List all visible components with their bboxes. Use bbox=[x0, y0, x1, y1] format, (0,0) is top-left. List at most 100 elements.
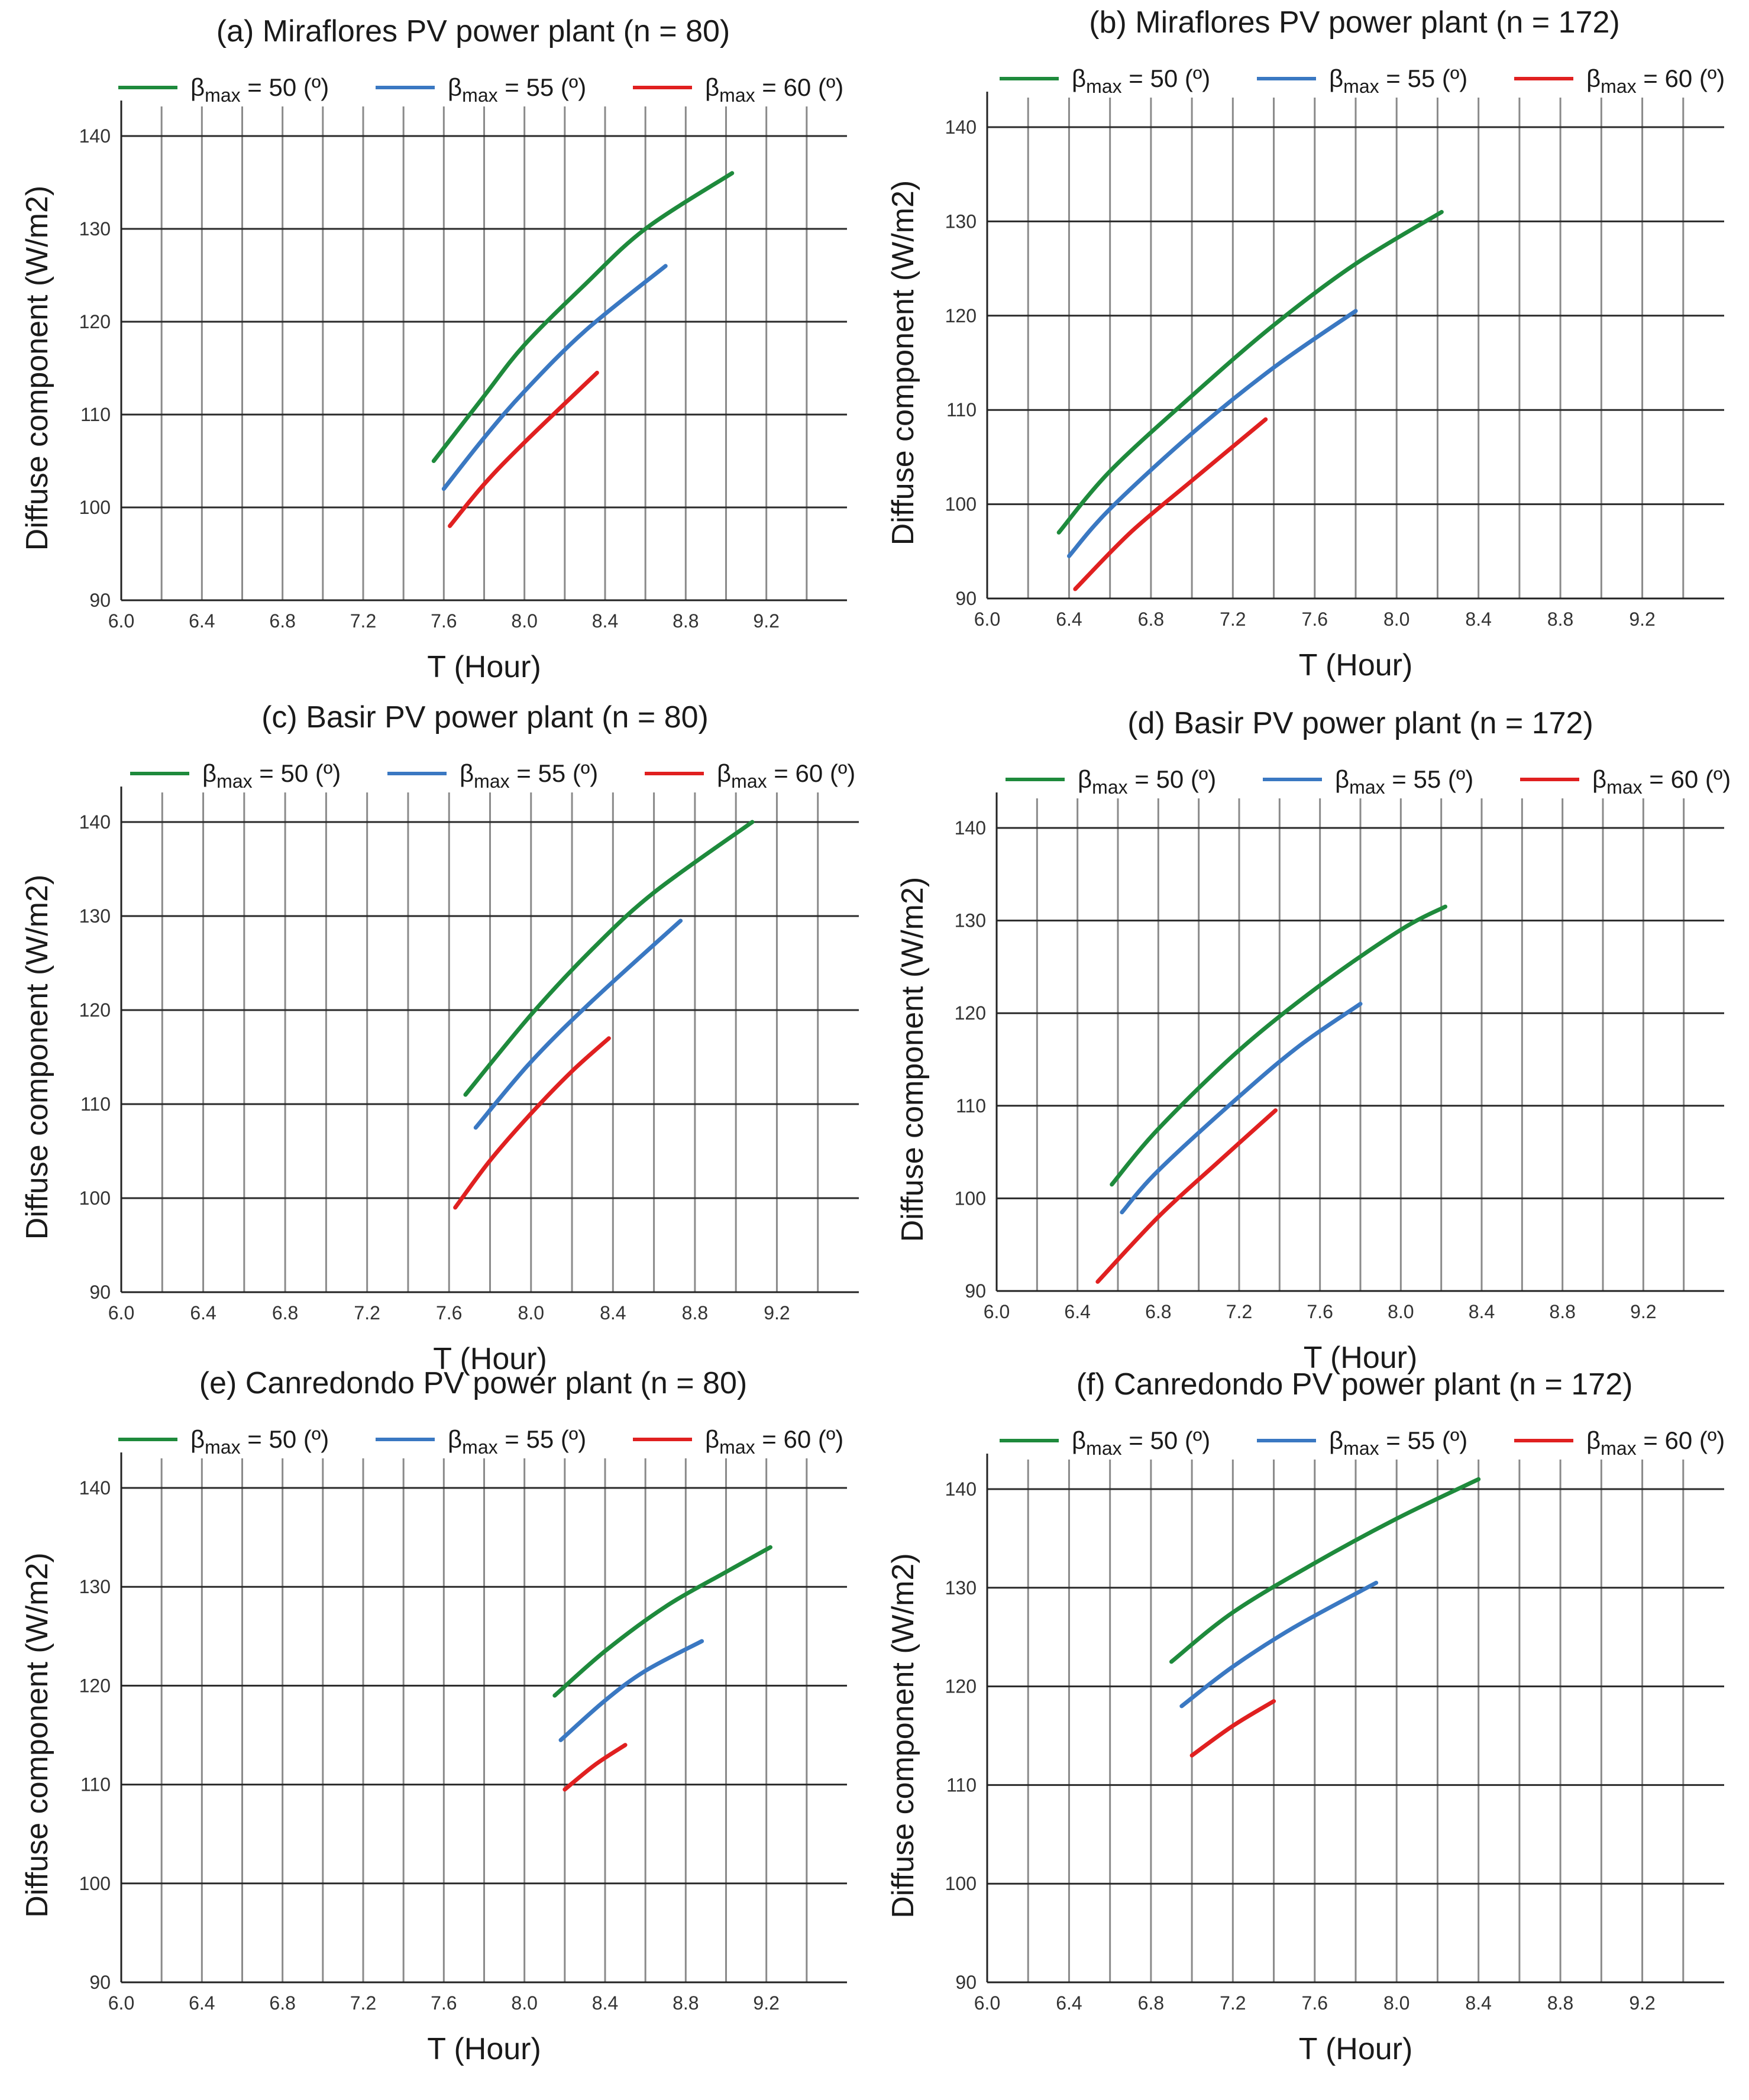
x-tick-label: 9.2 bbox=[764, 1302, 790, 1324]
y-axis-label: Diffuse component (W/m2) bbox=[20, 875, 54, 1240]
x-tick-label: 6.0 bbox=[108, 1992, 134, 2014]
x-tick-label: 8.8 bbox=[682, 1302, 708, 1324]
legend-entry: βmax = 55 (º) bbox=[1335, 765, 1473, 798]
x-tick-label: 6.8 bbox=[1145, 1301, 1171, 1322]
x-tick-label: 8.0 bbox=[1383, 609, 1409, 630]
x-tick-label: 8.0 bbox=[1383, 1992, 1409, 2014]
legend-entry: βmax = 50 (º) bbox=[190, 73, 329, 106]
x-tick-label: 8.0 bbox=[1388, 1301, 1414, 1322]
x-tick-label: 8.4 bbox=[592, 610, 618, 632]
x-tick-label: 8.0 bbox=[511, 1992, 537, 2014]
chart-title: (d) Basir PV power plant (n = 172) bbox=[1127, 706, 1593, 740]
legend-entry: βmax = 50 (º) bbox=[1078, 765, 1216, 798]
x-axis-label: T (Hour) bbox=[1304, 1341, 1418, 1375]
chart-panel-2: 6.0 6.4 6.8 7.2 7.6 8.0 8.4 8.8 9.2 90 100 110 120 13… bbox=[886, 5, 1725, 682]
chart-title: (e) Canredondo PV power plant (n = 80) bbox=[199, 1366, 747, 1400]
x-tick-label: 6.8 bbox=[1138, 1992, 1164, 2014]
x-axis-label: T (Hour) bbox=[427, 650, 541, 684]
y-tick-label: 90 bbox=[955, 588, 977, 609]
x-axis-label: T (Hour) bbox=[433, 1342, 547, 1376]
x-tick-label: 9.2 bbox=[1629, 609, 1655, 630]
y-tick-label: 90 bbox=[89, 1282, 111, 1303]
x-tick-label: 8.4 bbox=[592, 1992, 618, 2014]
series-line bbox=[1073, 417, 1268, 591]
x-tick-label: 7.2 bbox=[1226, 1301, 1252, 1322]
x-tick-label: 8.8 bbox=[1547, 1992, 1573, 2014]
x-tick-label: 9.2 bbox=[1630, 1301, 1656, 1322]
series-line bbox=[448, 370, 599, 528]
legend-entry: βmax = 50 (º) bbox=[190, 1425, 329, 1458]
series-line bbox=[562, 1743, 628, 1792]
y-tick-label: 130 bbox=[945, 1577, 977, 1599]
legend-entry: βmax = 60 (º) bbox=[705, 1425, 843, 1458]
y-axis-label: Diffuse component (W/m2) bbox=[20, 186, 54, 551]
x-tick-label: 7.2 bbox=[350, 610, 376, 632]
chart-title: (b) Miraflores PV power plant (n = 172) bbox=[1089, 5, 1619, 40]
x-tick-label: 8.8 bbox=[1549, 1301, 1575, 1322]
x-tick-label: 7.6 bbox=[436, 1302, 462, 1324]
y-tick-label: 140 bbox=[945, 1478, 977, 1500]
x-tick-label: 6.4 bbox=[189, 610, 215, 632]
x-tick-label: 8.8 bbox=[673, 610, 699, 632]
y-tick-label: 110 bbox=[946, 399, 977, 420]
y-tick-label: 120 bbox=[79, 311, 111, 332]
y-tick-label: 90 bbox=[965, 1280, 986, 1302]
legend-entry: βmax = 55 (º) bbox=[460, 759, 598, 792]
y-tick-label: 130 bbox=[79, 218, 111, 240]
series-line bbox=[1056, 209, 1444, 535]
y-tick-label: 100 bbox=[79, 1187, 111, 1209]
y-tick-label: 130 bbox=[79, 1576, 111, 1597]
y-axis-label: Diffuse component (W/m2) bbox=[20, 1552, 54, 1917]
x-tick-label: 6.0 bbox=[984, 1301, 1010, 1322]
y-axis-label: Diffuse component (W/m2) bbox=[886, 1553, 920, 1918]
y-tick-label: 140 bbox=[79, 1477, 111, 1499]
chart-title: (a) Miraflores PV power plant (n = 80) bbox=[216, 14, 730, 48]
x-axis-label: T (Hour) bbox=[427, 2032, 541, 2066]
chart-panel-3: 6.0 6.4 6.8 7.2 7.6 8.0 8.4 8.8 9.2 90 100 110 120 13… bbox=[20, 700, 859, 1376]
x-tick-label: 6.0 bbox=[108, 610, 134, 632]
series-line bbox=[441, 264, 668, 491]
y-tick-label: 120 bbox=[79, 1675, 111, 1696]
y-tick-label: 90 bbox=[89, 590, 111, 611]
x-tick-label: 7.2 bbox=[1220, 1992, 1246, 2014]
legend-entry: βmax = 55 (º) bbox=[448, 1425, 586, 1458]
y-tick-label: 130 bbox=[79, 905, 111, 927]
legend-entry: βmax = 60 (º) bbox=[1592, 765, 1731, 798]
legend-entry: βmax = 55 (º) bbox=[448, 73, 586, 106]
x-tick-label: 9.2 bbox=[1629, 1992, 1655, 2014]
y-tick-label: 120 bbox=[945, 305, 977, 326]
y-tick-label: 100 bbox=[945, 494, 977, 515]
legend-entry: βmax = 55 (º) bbox=[1329, 64, 1467, 97]
y-tick-label: 90 bbox=[89, 1972, 111, 1993]
y-tick-label: 110 bbox=[80, 1093, 111, 1115]
x-tick-label: 7.6 bbox=[1307, 1301, 1333, 1322]
x-tick-label: 6.4 bbox=[190, 1302, 216, 1324]
series-line bbox=[1120, 1002, 1363, 1215]
chart-panel-6: 6.0 6.4 6.8 7.2 7.6 8.0 8.4 8.8 9.2 90 100 110 120 13… bbox=[886, 1367, 1725, 2066]
y-axis-label: Diffuse component (W/m2) bbox=[895, 877, 930, 1242]
x-tick-label: 6.0 bbox=[974, 1992, 1000, 2014]
series-line bbox=[1189, 1699, 1276, 1758]
x-tick-label: 7.2 bbox=[350, 1992, 376, 2014]
x-tick-label: 6.4 bbox=[189, 1992, 215, 2014]
chart-title: (f) Canredondo PV power plant (n = 172) bbox=[1076, 1367, 1633, 1402]
y-tick-label: 140 bbox=[955, 817, 986, 839]
x-tick-label: 6.8 bbox=[269, 610, 295, 632]
y-tick-label: 140 bbox=[79, 811, 111, 833]
y-tick-label: 120 bbox=[79, 999, 111, 1021]
x-tick-label: 6.0 bbox=[974, 609, 1000, 630]
y-axis-label: Diffuse component (W/m2) bbox=[886, 180, 920, 545]
x-tick-label: 8.0 bbox=[511, 610, 537, 632]
series-line bbox=[1095, 1108, 1278, 1284]
chart-panel-1: 6.0 6.4 6.8 7.2 7.6 8.0 8.4 8.8 9.2 90 100 110 120 13… bbox=[20, 14, 847, 684]
x-tick-label: 6.4 bbox=[1056, 1992, 1082, 2014]
x-tick-label: 8.4 bbox=[600, 1302, 626, 1324]
x-tick-label: 7.6 bbox=[1302, 609, 1328, 630]
y-tick-label: 120 bbox=[955, 1002, 986, 1024]
x-tick-label: 6.4 bbox=[1064, 1301, 1090, 1322]
legend-entry: βmax = 50 (º) bbox=[202, 759, 341, 792]
series-line bbox=[1110, 904, 1447, 1187]
chart-title: (c) Basir PV power plant (n = 80) bbox=[261, 700, 709, 734]
x-tick-label: 8.0 bbox=[518, 1302, 544, 1324]
x-tick-label: 9.2 bbox=[753, 610, 779, 632]
